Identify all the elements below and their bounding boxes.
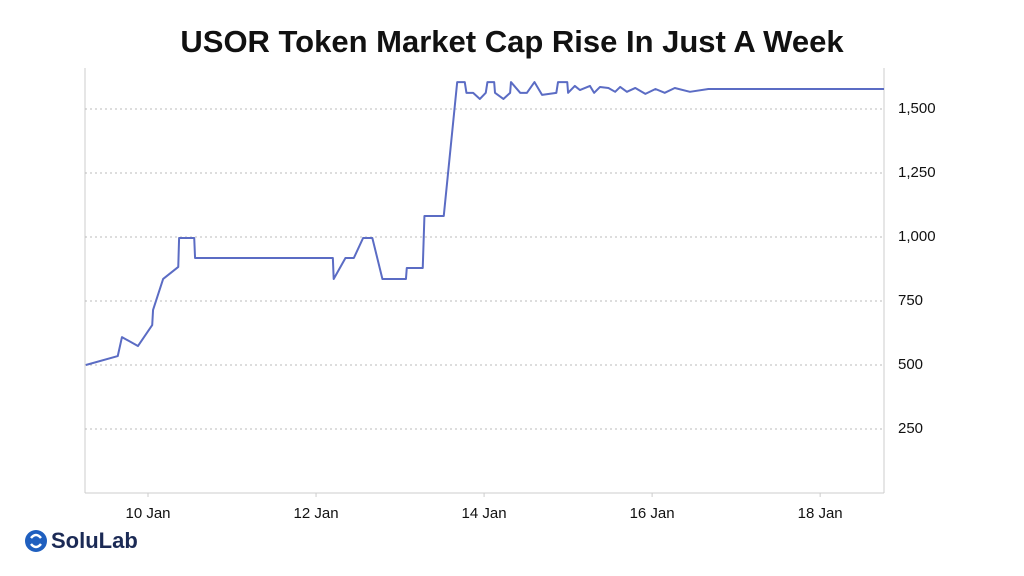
x-tick-label: 16 Jan (630, 505, 675, 522)
x-tick-label: 18 Jan (798, 505, 843, 522)
x-tick-label: 12 Jan (294, 505, 339, 522)
y-tick-label: 1,000 (898, 228, 936, 245)
logo-text: SoluLab (51, 528, 138, 553)
y-tick-label: 1,500 (898, 100, 936, 117)
y-tick-label: 1,250 (898, 164, 936, 181)
y-tick-label: 750 (898, 292, 923, 309)
chart-title: USOR Token Market Cap Rise In Just A Wee… (180, 24, 844, 59)
x-tick-label: 14 Jan (462, 505, 507, 522)
line (85, 81, 884, 366)
logo-icon-mark (30, 533, 42, 549)
x-tick-label: 10 Jan (125, 505, 170, 522)
y-tick-label: 500 (898, 356, 923, 373)
logo-icon (25, 530, 47, 552)
y-tick-label: 250 (898, 420, 923, 437)
logo: SoluLab (25, 528, 138, 553)
